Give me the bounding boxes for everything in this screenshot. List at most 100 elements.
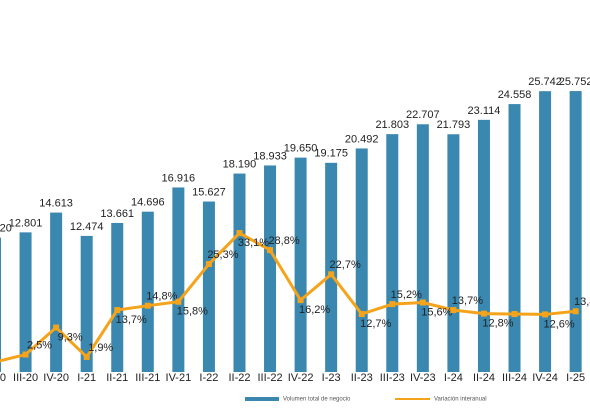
line-marker: [22, 351, 29, 358]
line-value-label: 15,8%: [177, 306, 208, 318]
x-tick-label: II-20: [0, 372, 6, 384]
bar: [19, 232, 32, 372]
line-value-label: 16,2%: [299, 304, 330, 316]
bar: [539, 91, 552, 372]
bar-value-label: 13.661: [100, 208, 134, 220]
line-value-label: 33,1%: [238, 237, 269, 249]
line-value-label: 13,7%: [452, 295, 483, 307]
line-marker: [358, 311, 365, 318]
line-marker: [297, 297, 304, 304]
bar: [386, 134, 399, 372]
x-tick-label: II-24: [473, 372, 495, 384]
x-tick-label: IV-21: [166, 372, 192, 384]
bar-value-label: 19.650: [284, 143, 318, 155]
line-marker: [83, 353, 90, 360]
line-value-label: 1,9%: [88, 342, 113, 354]
bar-value-label: 14.696: [131, 197, 165, 209]
line-value-label: 13,7%: [116, 314, 147, 326]
line-value-label: 15,2%: [391, 289, 422, 301]
bar: [264, 165, 277, 372]
x-tick-label: I-25: [566, 372, 585, 384]
bar: [416, 124, 429, 373]
bar-value-label: 12.474: [70, 221, 104, 233]
x-tick-label: I-23: [322, 372, 341, 384]
x-tick-label: I-21: [77, 372, 96, 384]
bar-value-label: 18.933: [253, 150, 287, 162]
bar-value-label: 18.190: [223, 158, 257, 170]
bar-value-label: 21.803: [375, 119, 409, 131]
line-marker: [480, 310, 487, 317]
bar-value-label: 24.558: [498, 89, 532, 101]
bar-value-label: 12.801: [9, 217, 43, 229]
x-tick-label: IV-23: [410, 372, 436, 384]
bar: [0, 237, 1, 372]
bar: [325, 162, 338, 372]
x-tick-label: I-24: [444, 372, 463, 384]
x-tick-label: III-21: [135, 372, 160, 384]
bar: [172, 187, 185, 372]
x-tick-label: IV-22: [288, 372, 314, 384]
bar: [294, 157, 307, 372]
bar-value-label: 25.752: [559, 76, 590, 88]
x-tick-label: I-22: [199, 372, 218, 384]
x-tick-label: IV-20: [43, 372, 69, 384]
line-marker: [328, 271, 335, 278]
bar-value-label: 19.175: [314, 148, 348, 160]
line-marker: [511, 311, 518, 318]
bar-value-label: 14.613: [39, 197, 73, 209]
bar-value-label: 12.320: [0, 223, 12, 235]
line-value-label: 22,7%: [330, 259, 361, 271]
bar: [447, 134, 460, 372]
line-marker: [542, 311, 549, 318]
bar: [233, 173, 246, 372]
line-value-label: 12,7%: [360, 318, 391, 330]
line-value-label: 28,8%: [268, 235, 299, 247]
bar: [141, 211, 154, 372]
bar: [569, 91, 582, 372]
bar-value-label: 23.114: [468, 105, 501, 117]
x-tick-label: III-22: [258, 372, 283, 384]
line-marker: [175, 298, 182, 305]
line-marker: [267, 247, 274, 254]
line-marker: [53, 324, 60, 331]
bar: [202, 201, 215, 372]
bar-value-label: 16.916: [162, 172, 196, 184]
line-marker: [389, 301, 396, 308]
line-value-label: 12,8%: [482, 318, 513, 330]
line-marker: [236, 230, 243, 237]
bar-value-label: 21.793: [437, 119, 471, 131]
line-value-label: 9,3%: [58, 331, 83, 343]
x-tick-label: II-22: [228, 372, 250, 384]
line-marker: [144, 302, 151, 309]
x-tick-label: III-23: [380, 372, 405, 384]
line-marker: [205, 261, 212, 268]
bar: [80, 235, 93, 372]
legend-swatch: [245, 397, 279, 401]
bar: [508, 104, 521, 372]
bar: [111, 222, 124, 372]
bar-value-label: 25.742: [528, 76, 562, 88]
bar-value-label: 15.627: [192, 186, 226, 198]
legend-label: Volumen total de negocio: [283, 397, 351, 403]
line-value-label: 2,5%: [27, 339, 52, 351]
line-marker: [572, 308, 579, 315]
legend-label: Variación interanual: [434, 397, 487, 403]
line-value-label: 15,6%: [421, 306, 452, 318]
line-marker: [114, 307, 121, 314]
line-value-label: 13,4%: [574, 296, 590, 308]
bar-value-label: 22.707: [406, 109, 440, 121]
x-tick-label: IV-24: [532, 372, 558, 384]
x-tick-label: II-23: [351, 372, 373, 384]
line-value-label: 14,8%: [146, 291, 177, 303]
bar: [477, 119, 490, 372]
x-tick-label: III-24: [502, 372, 527, 384]
line: [0, 231, 576, 363]
line-marker: [450, 307, 457, 314]
x-tick-label: II-21: [106, 372, 128, 384]
x-tick-label: III-20: [13, 372, 38, 384]
line-marker: [419, 299, 426, 306]
bar-value-label: 20.492: [345, 133, 379, 145]
line-value-label: 25,3%: [207, 249, 238, 261]
line-value-label: 12,6%: [543, 318, 574, 330]
